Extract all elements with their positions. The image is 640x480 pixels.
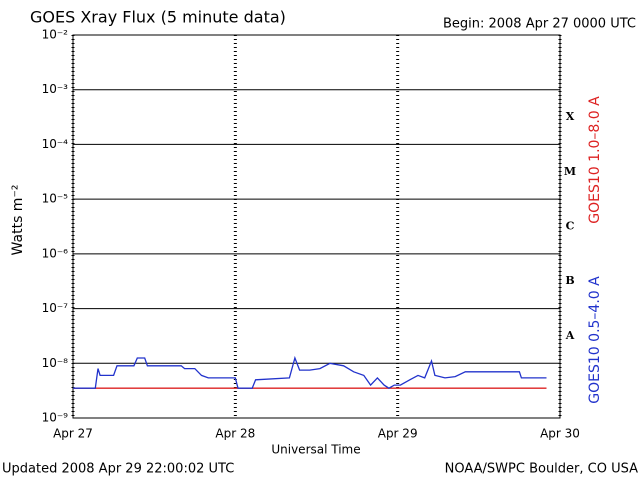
legend-entry: GOES10 1.0–8.0 A bbox=[587, 96, 603, 224]
x-tick-label: Apr 27 bbox=[53, 427, 93, 441]
y-tick-label: 10⁻⁷ bbox=[42, 301, 69, 315]
x-tick-label: Apr 28 bbox=[215, 427, 255, 441]
y-axis-label: Watts m⁻² bbox=[10, 185, 26, 256]
y-tick-label: 10⁻⁸ bbox=[42, 356, 69, 370]
y-tick-label: 10⁻² bbox=[42, 28, 69, 42]
legend-entry: GOES10 0.5–4.0 A bbox=[587, 276, 603, 404]
flare-class-label: M bbox=[564, 165, 576, 178]
y-tick-label: 10⁻⁴ bbox=[42, 137, 69, 151]
x-tick-label: Apr 29 bbox=[378, 427, 418, 441]
x-tick-label: Apr 30 bbox=[540, 427, 580, 441]
chart-subtitle: Begin: 2008 Apr 27 0000 UTC bbox=[443, 17, 636, 32]
y-tick-label: 10⁻⁵ bbox=[42, 192, 69, 206]
flare-class-label: C bbox=[566, 220, 575, 233]
flare-class-label: X bbox=[566, 110, 575, 123]
y-tick-label: 10⁻³ bbox=[42, 82, 69, 96]
chart-title: GOES Xray Flux (5 minute data) bbox=[30, 8, 286, 27]
flare-class-label: A bbox=[565, 329, 575, 342]
x-axis-label: Universal Time bbox=[271, 443, 360, 457]
footer-right: NOAA/SWPC Boulder, CO USA bbox=[445, 462, 638, 477]
y-tick-label: 10⁻⁶ bbox=[42, 246, 69, 260]
y-tick-label: 10⁻⁹ bbox=[42, 411, 69, 425]
footer-left: Updated 2008 Apr 29 22:00:02 UTC bbox=[2, 462, 234, 477]
data-line bbox=[73, 355, 547, 389]
flare-class-label: B bbox=[565, 274, 574, 287]
